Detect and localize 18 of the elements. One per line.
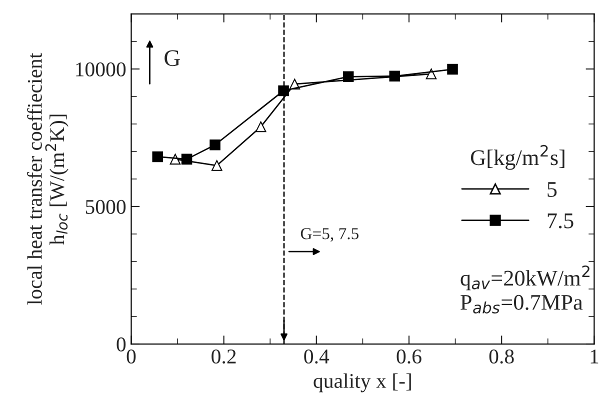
y-tick-label: 10000: [76, 62, 126, 76]
annotation: G: [164, 50, 180, 66]
x-axis-title: quality x [-]: [314, 373, 411, 392]
legend-title: G[kg/m$^{2}$s]: [470, 144, 564, 170]
x-tick-label: 0.6: [396, 349, 422, 364]
x-tick-label: 1: [590, 350, 598, 364]
y-axis-title: local heat transfer coeffiecient h$_{loc}$ [W/(m$^{2}$K)]: [27, 52, 68, 305]
x-tick-label: 0.2: [212, 349, 236, 364]
y-tick-label: 0: [116, 337, 126, 352]
x-tick-label: 0.4: [304, 349, 330, 364]
x-tick-label: 0: [126, 349, 136, 364]
x-tick-label: 0.8: [489, 349, 514, 364]
annotation: P$_{abs}$=0.7MPa: [460, 294, 583, 314]
legend-label: 7.5: [548, 214, 574, 228]
annotation: G=5, 7.5: [300, 228, 358, 242]
legend-label: 5: [548, 182, 557, 197]
y-tick-label: 5000: [86, 200, 126, 214]
annotation: q$_{av}$=20kW/m$^{2}$: [460, 265, 590, 290]
